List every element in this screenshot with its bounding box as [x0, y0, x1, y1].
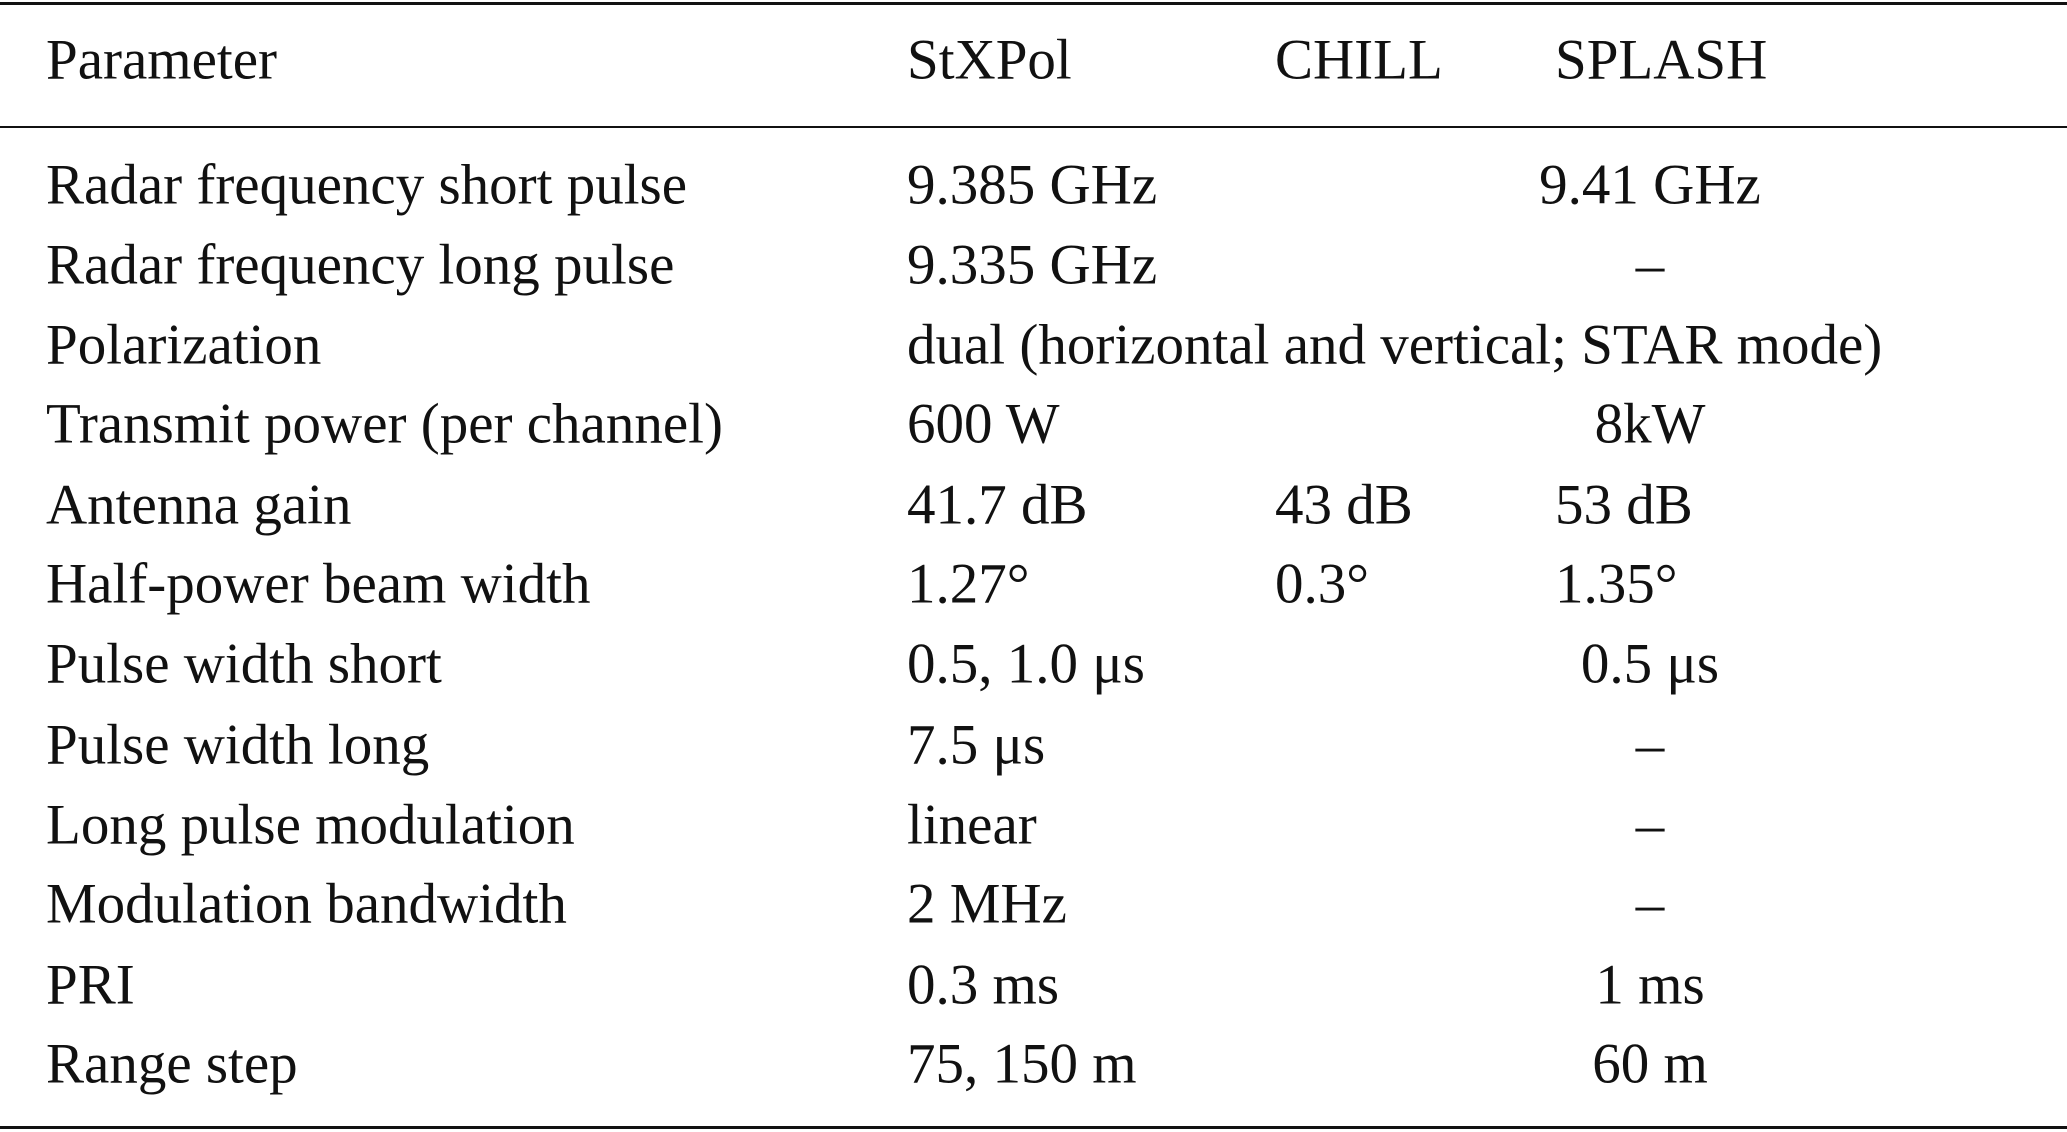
header-rule	[0, 126, 2067, 128]
row-label: Range step	[46, 1032, 298, 1096]
cell: 0.3 ms	[907, 953, 1060, 1017]
row-label: Pulse width short	[46, 632, 442, 696]
cell: 2 MHz	[907, 872, 1067, 936]
row-label: Transmit power (per channel)	[46, 392, 723, 456]
row-label: Radar frequency long pulse	[46, 233, 675, 297]
cell: 75, 150 m	[907, 1032, 1137, 1096]
merged-cell: 9.41 GHz	[1539, 153, 1761, 217]
merged-cell: 1 ms	[1595, 953, 1705, 1017]
row-label: Long pulse modulation	[46, 793, 575, 857]
row-label: Polarization	[46, 313, 322, 377]
header-cell: Parameter	[46, 28, 278, 92]
row-label: Modulation bandwidth	[46, 872, 567, 936]
cell: 600 W	[907, 392, 1060, 456]
header-cell: CHILL	[1275, 28, 1443, 92]
cell: 0.3°	[1275, 552, 1370, 616]
merged-cell: –	[1635, 233, 1665, 297]
row-label: Pulse width long	[46, 713, 430, 777]
cell: 43 dB	[1275, 473, 1413, 537]
merged-cell: 60 m	[1592, 1032, 1708, 1096]
merged-cell: 0.5 μs	[1580, 632, 1720, 696]
merged-cell: –	[1635, 713, 1665, 777]
cell: 53 dB	[1555, 473, 1693, 537]
row-label: PRI	[46, 953, 135, 1017]
cell: 9.335 GHz	[907, 233, 1158, 297]
cell: 1.35°	[1555, 552, 1678, 616]
merged-cell: –	[1635, 872, 1665, 936]
header-cell: SPLASH	[1555, 28, 1768, 92]
cell: 9.385 GHz	[907, 153, 1158, 217]
cell: dual (horizontal and vertical; STAR mode…	[907, 313, 1883, 377]
merged-cell: –	[1635, 793, 1665, 857]
cell: 41.7 dB	[907, 473, 1088, 537]
row-label: Antenna gain	[46, 473, 352, 537]
row-label: Radar frequency short pulse	[46, 153, 688, 217]
header-cell: StXPol	[907, 28, 1072, 92]
bottom-rule	[0, 1126, 2067, 1129]
row-label: Half-power beam width	[46, 552, 591, 616]
cell: 7.5 μs	[907, 713, 1046, 777]
cell: linear	[907, 793, 1037, 857]
cell: 1.27°	[907, 552, 1030, 616]
merged-cell: 8kW	[1594, 392, 1706, 456]
top-rule	[0, 2, 2067, 5]
cell: 0.5, 1.0 μs	[907, 632, 1145, 696]
